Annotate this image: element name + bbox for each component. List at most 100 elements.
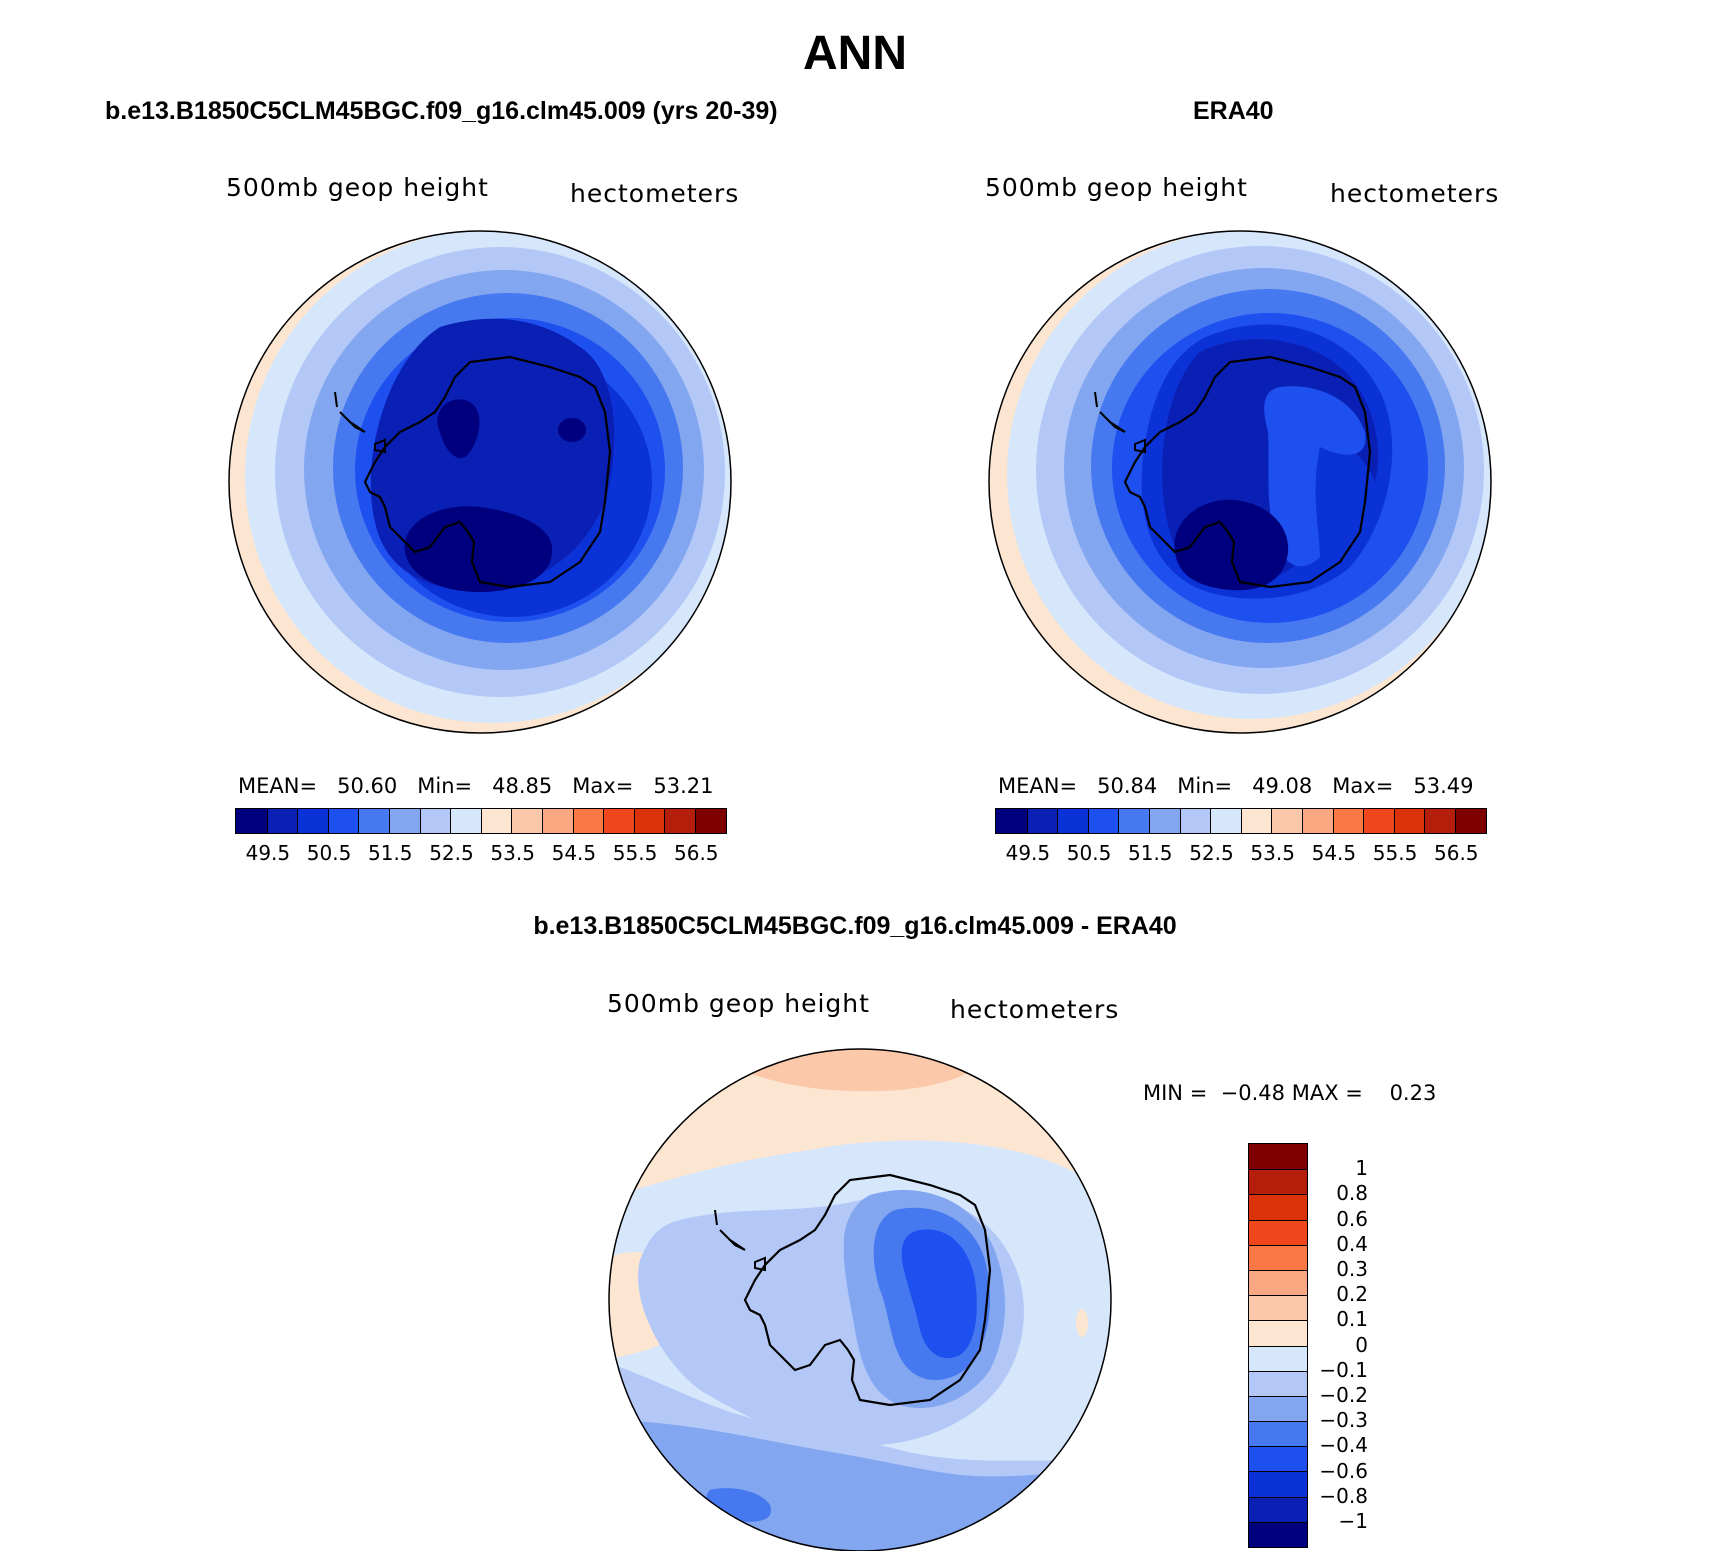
panel3-polar-map <box>608 1048 1112 1551</box>
panel3-colorbar-swatch <box>1249 1446 1307 1472</box>
panel2-min-label: Min= <box>1177 774 1233 798</box>
panel3-title: b.e13.B1850C5CLM45BGC.f09_g16.clm45.009 … <box>533 912 1177 940</box>
panel2-colorbar-swatch <box>1087 809 1119 833</box>
panel3-colorbar-tick-label: −0.6 <box>1319 1458 1368 1483</box>
panel2-colorbar-swatch <box>1057 809 1088 833</box>
panel1-max-value: 53.21 <box>653 774 714 798</box>
panel2-mean-value: 50.84 <box>1097 774 1158 798</box>
panel1-units-label: hectometers <box>570 179 740 208</box>
panel1-colorbar-tick-label: 54.5 <box>551 841 597 865</box>
panel2-colorbar-swatch <box>1454 809 1486 833</box>
panel3-colorbar-swatch <box>1249 1421 1307 1447</box>
panel1-variable-label: 500mb geop height <box>226 173 489 202</box>
panel3-colorbar-tick-label: 0.3 <box>1336 1257 1368 1281</box>
panel1-mean-value: 50.60 <box>337 774 398 798</box>
panel1-title: b.e13.B1850C5CLM45BGC.f09_g16.clm45.009 … <box>105 97 778 125</box>
panel1-polar-map <box>228 230 732 734</box>
panel2-polar-map <box>988 230 1492 734</box>
panel1-colorbar-swatch <box>419 809 451 833</box>
panel2-stats: MEAN= 50.84 Min= 49.08 Max= 53.49 <box>998 774 1473 798</box>
panel1-colorbar-swatch <box>327 809 359 833</box>
panel3-stats: MIN = −0.48 MAX = 0.23 <box>1143 1081 1436 1105</box>
panel3-colorbar-swatch <box>1249 1370 1307 1396</box>
panel3-colorbar-tick-label: −0.1 <box>1319 1357 1368 1382</box>
panel1-min-value: 48.85 <box>492 774 553 798</box>
panel1-min-label: Min= <box>417 774 473 798</box>
panel1-colorbar-tick-label: 49.5 <box>245 841 291 865</box>
panel3-colorbar-tick-label: −0.4 <box>1319 1433 1368 1458</box>
panel2-colorbar-swatch <box>1424 809 1455 833</box>
panel2-colorbar-swatch <box>1393 809 1425 833</box>
panel2-colorbar-swatch <box>1210 809 1241 833</box>
panel2-variable-label: 500mb geop height <box>985 173 1248 202</box>
panel3-map-border <box>608 1048 1112 1551</box>
panel2-colorbar-tick-label: 56.5 <box>1434 841 1479 865</box>
panel2-colorbar-swatch <box>1271 809 1302 833</box>
panel2-colorbar-swatch <box>1148 809 1180 833</box>
panel2-band-49.5 <box>1174 499 1289 591</box>
panel2-colorbar-swatch <box>1118 809 1149 833</box>
panel2-band-51-inner <box>1264 386 1366 567</box>
panel1-colorbar-tick-label: 50.5 <box>306 841 352 865</box>
panel3-colorbar <box>1248 1143 1308 1548</box>
panel3-colorbar-swatch <box>1249 1521 1307 1547</box>
panel3-colorbar-tick-label: 0.6 <box>1336 1206 1368 1231</box>
panel2-colorbar-swatch <box>996 809 1027 833</box>
panel3-colorbar-tick-label: 0 <box>1355 1332 1368 1357</box>
panel3-colorbar-swatch <box>1249 1244 1307 1270</box>
panel1-colorbar-swatch <box>297 809 328 833</box>
panel1-colorbar-swatch <box>603 809 634 833</box>
panel2-colorbar-swatch <box>1240 809 1272 833</box>
panel1-band-49.5b <box>558 418 586 442</box>
panel2-title: ERA40 <box>1193 97 1274 125</box>
panel2-colorbar-tick-label: 53.5 <box>1250 841 1295 865</box>
panel2-min-value: 49.08 <box>1252 774 1313 798</box>
panel1-colorbar-swatch <box>236 809 267 833</box>
panel3-colorbar-swatch <box>1249 1345 1307 1371</box>
panel2-colorbar-tick-label: 54.5 <box>1311 841 1357 865</box>
panel2-colorbar-swatch <box>1301 809 1333 833</box>
panel2-colorbar-swatch <box>1363 809 1394 833</box>
panel1-colorbar-swatch <box>541 809 573 833</box>
panel1-colorbar-swatch <box>480 809 512 833</box>
panel1-colorbar-swatch <box>358 809 389 833</box>
panel2-colorbar <box>995 808 1487 834</box>
panel1-band-49.5 <box>404 399 553 592</box>
panel3-colorbar-tick-label: −0.8 <box>1319 1483 1368 1508</box>
panel2-colorbar-tick-label: 51.5 <box>1128 841 1173 865</box>
panel2-antarctica-coastline <box>1123 355 1372 589</box>
panel1-colorbar-swatch <box>694 809 726 833</box>
panel1-stats: MEAN= 50.60 Min= 48.85 Max= 53.21 <box>238 774 713 798</box>
panel2-max-label: Max= <box>1332 774 1394 798</box>
panel3-colorbar-tick-label: 0.8 <box>1336 1181 1368 1206</box>
panel1-peninsula-islands <box>334 391 386 454</box>
panel3-units-label: hectometers <box>950 995 1120 1024</box>
panel2-colorbar-swatch <box>1332 809 1364 833</box>
panel1-colorbar-swatch <box>266 809 298 833</box>
panel3-colorbar-swatch <box>1249 1169 1307 1195</box>
panel2-units-label: hectometers <box>1330 179 1500 208</box>
panel3-colorbar-tick-label: 0.1 <box>1336 1307 1368 1332</box>
panel3-colorbar-tick-label: −0.2 <box>1319 1383 1368 1407</box>
panel3-band-pos-east <box>1076 1309 1088 1337</box>
panel3-colorbar-swatch <box>1249 1471 1307 1497</box>
panel2-map-border <box>988 230 1492 734</box>
panel1-colorbar-swatch <box>664 809 695 833</box>
panel1-mean-label: MEAN= <box>238 774 318 798</box>
panel1-colorbar-tick-label: 51.5 <box>368 841 413 865</box>
panel3-colorbar-tick-label: 0.4 <box>1336 1231 1368 1256</box>
panel3-colorbar-swatch <box>1249 1269 1307 1296</box>
panel3-max-label: MAX = <box>1291 1081 1363 1105</box>
panel2-colorbar-tick-label: 52.5 <box>1189 841 1234 865</box>
main-title: ANN <box>803 27 907 80</box>
panel3-colorbar-swatch <box>1249 1144 1307 1170</box>
panel3-colorbar-tick-label: 1 <box>1355 1156 1368 1181</box>
panel1-colorbar-tick-label: 56.5 <box>674 841 719 865</box>
panel1-colorbar <box>235 808 727 834</box>
panel3-colorbar-swatch <box>1249 1395 1307 1422</box>
panel2-peninsula-islands <box>1094 391 1146 454</box>
panel2-colorbar-swatch <box>1179 809 1211 833</box>
panel3-min-label: MIN = <box>1143 1081 1208 1105</box>
panel3-colorbar-tick-label: 0.2 <box>1336 1282 1368 1307</box>
panel3-colorbar-swatch <box>1249 1295 1307 1321</box>
